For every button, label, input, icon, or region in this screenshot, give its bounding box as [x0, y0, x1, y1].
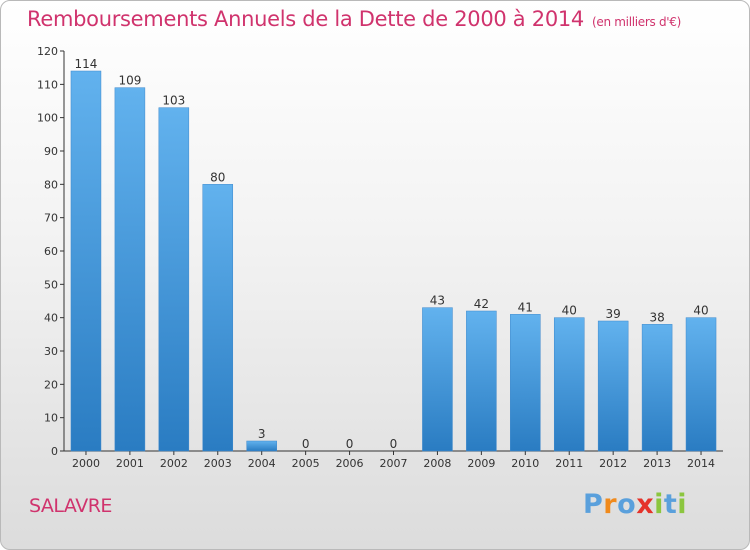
- chart-title: Remboursements Annuels de la Dette de 20…: [27, 7, 681, 31]
- y-tick-label: 0: [51, 445, 58, 458]
- y-tick-label: 10: [44, 412, 58, 425]
- bar-value-label: 114: [75, 57, 98, 71]
- y-tick-label: 60: [44, 245, 58, 258]
- x-tick-label: 2011: [555, 457, 583, 470]
- chart-bars: 114 109 103 80 3 0 0 0 43 42 41 40 39 38 40: [70, 57, 717, 452]
- x-tick-label: 2010: [511, 457, 539, 470]
- bar: [553, 317, 585, 452]
- bar-value-label: 43: [430, 294, 445, 308]
- x-tick-label: 2004: [248, 457, 276, 470]
- y-tick-label: 50: [44, 278, 58, 291]
- bar-value-label: 0: [346, 437, 354, 451]
- bar-value-label: 41: [518, 300, 533, 314]
- y-tick-label: 30: [44, 345, 58, 358]
- bar: [466, 310, 497, 452]
- y-tick-label: 70: [44, 212, 58, 225]
- chart-title-text: Remboursements Annuels de la Dette de 20…: [27, 7, 584, 31]
- y-tick-label: 100: [37, 112, 58, 125]
- bar-value-label: 40: [693, 304, 708, 318]
- bar: [202, 184, 234, 452]
- y-tick-label: 40: [44, 312, 58, 325]
- bar: [246, 440, 277, 452]
- bar: [70, 70, 102, 452]
- x-tick-label: 2012: [599, 457, 627, 470]
- bar: [510, 314, 541, 452]
- y-tick-label: 110: [37, 78, 58, 91]
- bar: [114, 87, 146, 452]
- bar-value-label: 103: [162, 94, 185, 108]
- bar-value-label: 40: [562, 304, 577, 318]
- proxiti-logo: Proxiti: [583, 489, 688, 520]
- x-tick-label: 2007: [380, 457, 408, 470]
- y-tick-label: 80: [44, 178, 58, 191]
- x-tick-label: 2002: [160, 457, 188, 470]
- x-tick-label: 2000: [72, 457, 100, 470]
- bar-value-label: 80: [210, 170, 225, 184]
- bar-value-label: 39: [606, 307, 621, 321]
- x-tick-label: 2003: [204, 457, 232, 470]
- bar: [158, 107, 190, 452]
- x-tick-label: 2001: [116, 457, 144, 470]
- bar-value-label: 38: [649, 310, 664, 324]
- bar-value-label: 3: [258, 427, 266, 441]
- bar: [641, 324, 673, 452]
- x-tick-label: 2013: [643, 457, 671, 470]
- x-tick-label: 2014: [687, 457, 715, 470]
- x-tick-label: 2005: [292, 457, 320, 470]
- bar-value-label: 42: [474, 297, 489, 311]
- x-tick-label: 2008: [423, 457, 451, 470]
- bar: [685, 317, 717, 452]
- commune-name: SALAVRE: [29, 495, 112, 517]
- bar-value-label: 0: [302, 437, 310, 451]
- bar: [422, 307, 453, 452]
- y-tick-label: 90: [44, 145, 58, 158]
- chart-unit: (en milliers d'€): [592, 15, 682, 29]
- y-tick-label: 120: [37, 45, 58, 58]
- x-tick-label: 2006: [336, 457, 364, 470]
- x-tick-label: 2009: [467, 457, 495, 470]
- bar-value-label: 109: [118, 74, 141, 88]
- bar-value-label: 0: [390, 437, 398, 451]
- y-tick-label: 20: [44, 378, 58, 391]
- bar: [597, 320, 629, 452]
